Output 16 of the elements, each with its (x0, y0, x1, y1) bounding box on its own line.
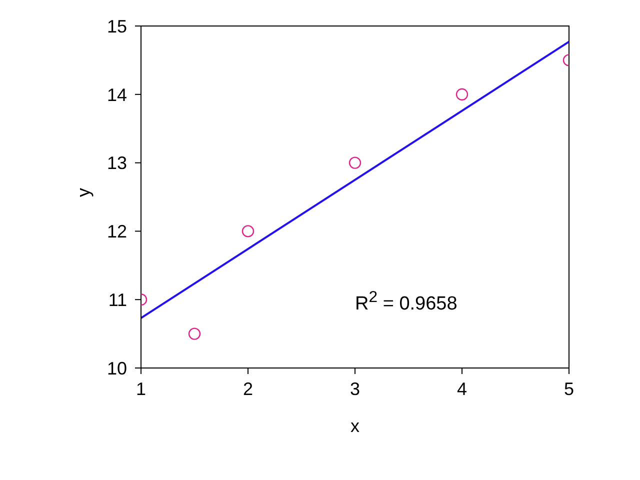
y-tick-label: 14 (106, 84, 127, 105)
y-tick-label: 13 (106, 153, 127, 174)
x-tick-label: 1 (136, 378, 146, 399)
y-tick-label: 10 (106, 358, 127, 378)
x-tick-label: 3 (350, 378, 360, 399)
point (242, 225, 254, 238)
x-tick-label: 4 (456, 378, 468, 399)
point (348, 156, 362, 169)
y-tick-label: 11 (108, 290, 127, 310)
x-tick-label: 2 (242, 378, 254, 399)
x-axis-title: x (350, 416, 360, 436)
annotation: R$^{2}$ = 0.9658 (355, 289, 458, 316)
y-tick-label: 12 (106, 222, 127, 242)
x-tick-label: 5 (564, 378, 574, 399)
y-tick-label: 15 (106, 16, 127, 36)
y-axis-title: y (73, 188, 94, 197)
